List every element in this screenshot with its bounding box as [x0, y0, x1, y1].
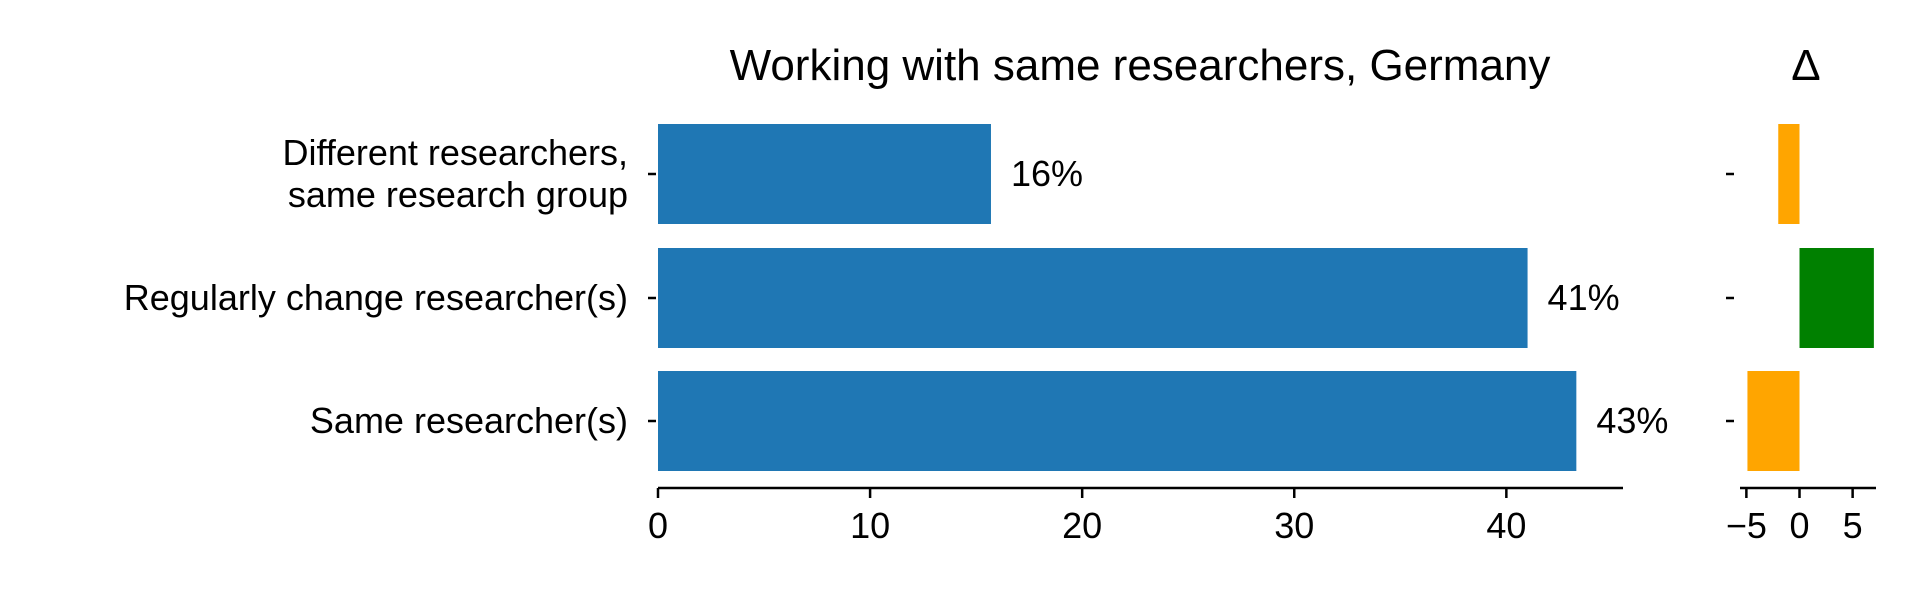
delta-bar-2: [1747, 371, 1800, 471]
delta-panel-title: Δ: [1791, 41, 1820, 90]
data-label-1: 41%: [1548, 277, 1620, 318]
category-label-1: Regularly change researcher(s): [124, 277, 628, 318]
category-label-line: Same researcher(s): [310, 400, 628, 441]
category-label-line: same research group: [288, 174, 628, 215]
delta-bar-panel: −5 0 5: [1726, 124, 1876, 546]
category-label-line: Regularly change researcher(s): [124, 277, 628, 318]
delta-x-tick-label-0: −5: [1726, 505, 1767, 546]
x-tick-label-4: 40: [1486, 505, 1526, 546]
delta-bar-1: [1799, 248, 1874, 348]
category-label-2: Same researcher(s): [310, 400, 628, 441]
bar-2: [658, 371, 1577, 471]
delta-x-tick-label-2: 5: [1843, 505, 1863, 546]
data-label-0: 16%: [1011, 153, 1083, 194]
x-tick-label-0: 0: [648, 505, 668, 546]
delta-bar-0: [1778, 124, 1800, 224]
x-tick-label-2: 20: [1062, 505, 1102, 546]
category-label-0: Different researchers, same research grou…: [283, 132, 628, 215]
x-tick-label-3: 30: [1274, 505, 1314, 546]
category-label-line: Different researchers,: [283, 132, 628, 173]
bar-1: [658, 248, 1528, 348]
data-label-2: 43%: [1596, 400, 1668, 441]
chart-title: Working with same researchers, Germany: [730, 41, 1551, 90]
main-bar-panel: Different researchers, same research grou…: [124, 124, 1668, 546]
bar-0: [658, 124, 991, 224]
x-tick-label-1: 10: [850, 505, 890, 546]
delta-x-tick-label-1: 0: [1789, 505, 1809, 546]
